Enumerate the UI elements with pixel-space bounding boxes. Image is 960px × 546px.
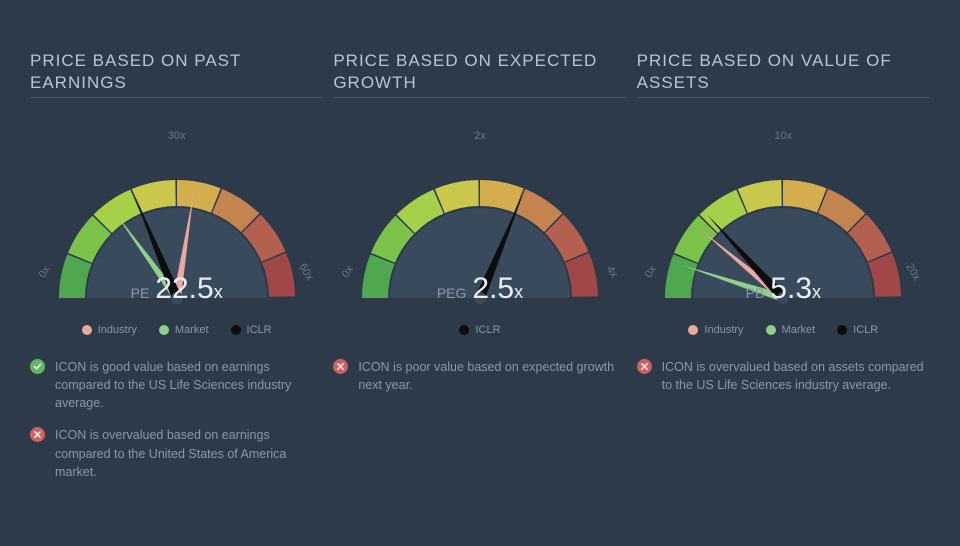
panel-title: PRICE BASED ON EXPECTED GROWTH [333, 50, 626, 98]
legend-label: ICLR [853, 324, 878, 336]
panel-title: PRICE BASED ON VALUE OF ASSETS [637, 50, 930, 98]
gauge-value: 22.5x [155, 272, 222, 306]
notes-list: ICON is poor value based on expected gro… [333, 358, 626, 394]
legend-swatch [231, 325, 241, 335]
legend-swatch [837, 325, 847, 335]
cross-icon [637, 359, 652, 374]
gauge-value-row: PE 22.5x [37, 272, 317, 306]
gauge-metric-label: PB [746, 285, 765, 301]
legend-label: ICLR [475, 324, 500, 336]
notes-list: ICON is good value based on earnings com… [30, 358, 323, 481]
legend-label: Industry [98, 324, 137, 336]
gauge-tick-label: 30x [168, 130, 186, 142]
valuation-panel: PRICE BASED ON PAST EARNINGS 0x30x60x PE… [30, 50, 323, 495]
gauge-tick-label: 10x [774, 130, 792, 142]
legend-item: Market [766, 324, 816, 336]
gauge: 0x10x20x PB 5.3x [643, 148, 923, 318]
panel-title: PRICE BASED ON PAST EARNINGS [30, 50, 323, 98]
valuation-note: ICON is poor value based on expected gro… [333, 358, 626, 394]
note-text: ICON is overvalued based on assets compa… [662, 358, 930, 394]
cross-icon [333, 359, 348, 374]
legend-label: Market [175, 324, 209, 336]
gauge-value: 5.3x [770, 272, 821, 306]
gauge-tick-label: 2x [474, 130, 486, 142]
note-text: ICON is overvalued based on earnings com… [55, 426, 323, 480]
valuation-panel: PRICE BASED ON VALUE OF ASSETS 0x10x20x … [637, 50, 930, 495]
legend-swatch [159, 325, 169, 335]
gauge-legend: Industry Market ICLR [637, 324, 930, 336]
legend-item: ICLR [459, 324, 500, 336]
legend-item: ICLR [837, 324, 878, 336]
note-text: ICON is good value based on earnings com… [55, 358, 323, 412]
gauge-legend: ICLR [333, 324, 626, 336]
valuation-note: ICON is good value based on earnings com… [30, 358, 323, 412]
legend-item: Market [159, 324, 209, 336]
gauge-value-row: PB 5.3x [643, 272, 923, 306]
legend-item: ICLR [231, 324, 272, 336]
dashboard-container: PRICE BASED ON PAST EARNINGS 0x30x60x PE… [0, 0, 960, 515]
valuation-note: ICON is overvalued based on assets compa… [637, 358, 930, 394]
gauge-metric-label: PEG [437, 285, 467, 301]
valuation-note: ICON is overvalued based on earnings com… [30, 426, 323, 480]
check-icon [30, 359, 45, 374]
legend-item: Industry [82, 324, 137, 336]
legend-swatch [82, 325, 92, 335]
gauge-legend: Industry Market ICLR [30, 324, 323, 336]
legend-item: Industry [688, 324, 743, 336]
gauge: 0x30x60x PE 22.5x [37, 148, 317, 318]
gauge-value-row: PEG 2.5x [340, 272, 620, 306]
legend-swatch [459, 325, 469, 335]
gauge-metric-label: PE [131, 285, 150, 301]
cross-icon [30, 427, 45, 442]
gauge-value: 2.5x [472, 272, 523, 306]
valuation-panel: PRICE BASED ON EXPECTED GROWTH 0x2x4x PE… [333, 50, 626, 495]
notes-list: ICON is overvalued based on assets compa… [637, 358, 930, 394]
legend-swatch [766, 325, 776, 335]
legend-label: Industry [704, 324, 743, 336]
legend-label: Market [782, 324, 816, 336]
legend-swatch [688, 325, 698, 335]
gauge: 0x2x4x PEG 2.5x [340, 148, 620, 318]
legend-label: ICLR [247, 324, 272, 336]
note-text: ICON is poor value based on expected gro… [358, 358, 626, 394]
